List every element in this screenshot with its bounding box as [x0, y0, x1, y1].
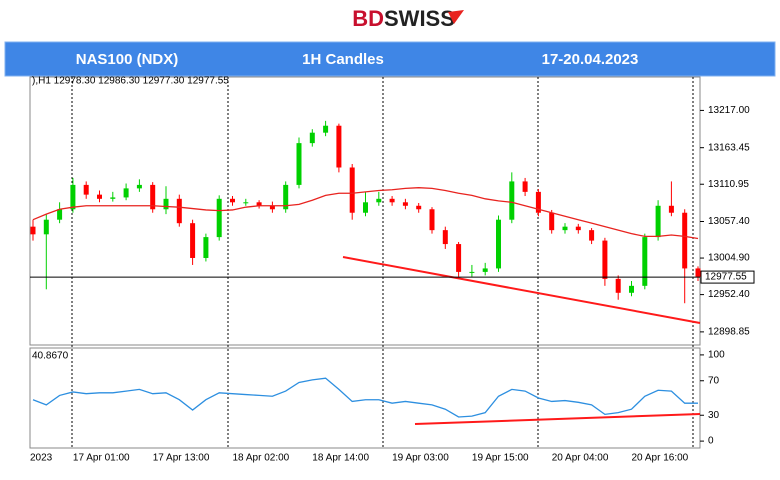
candle-body [389, 198, 395, 203]
candle-body [123, 188, 129, 198]
candle-body [655, 205, 661, 238]
candle-body [575, 226, 581, 231]
logo-bd: BD [352, 6, 384, 31]
candle-body [283, 184, 289, 210]
candle-body [535, 191, 541, 213]
header-timeframe: 1H Candles [302, 51, 384, 68]
header-symbol: NAS100 (NDX) [76, 51, 179, 68]
y-tick-label: 12898.85 [708, 327, 750, 338]
candle-body [30, 226, 36, 235]
x-tick-label: 17 Apr 13:00 [153, 453, 210, 464]
ohlc-label: ),H1 12978.30 12986.30 12977.30 12977.55 [32, 76, 229, 87]
moving-average [32, 187, 699, 240]
candle-body [136, 184, 142, 189]
y-tick-label: 0 [708, 436, 714, 447]
x-tick-label: 18 Apr 14:00 [312, 453, 369, 464]
candle-body [243, 202, 249, 204]
y-tick-label: 70 [708, 375, 720, 386]
y-tick-label: 13163.45 [708, 142, 750, 153]
candle-body [629, 285, 634, 293]
candle-body [562, 226, 568, 231]
x-tick-label: 18 Apr 02:00 [233, 453, 290, 464]
x-tick-label: 2023 [30, 453, 53, 464]
candle-body [190, 223, 196, 258]
candle-body [323, 125, 329, 133]
y-tick-label: 13004.90 [708, 253, 750, 264]
candle-body [522, 181, 528, 192]
candle-body [296, 143, 302, 185]
x-tick-label: 17 Apr 01:00 [73, 453, 130, 464]
candle-body [376, 198, 382, 203]
candle-body [549, 212, 555, 231]
rsi-panel [29, 347, 701, 449]
rsi-label: 40.8670 [32, 351, 69, 362]
candle-body [509, 181, 515, 220]
y-tick-label: 13110.95 [708, 179, 749, 190]
candle-body [416, 205, 422, 210]
rsi-line [32, 377, 698, 418]
candle-body [57, 209, 63, 220]
price-panel [29, 76, 701, 346]
candle-body [336, 125, 342, 168]
candle-body [469, 271, 475, 273]
candle-body [402, 202, 408, 206]
candle-body [83, 184, 89, 195]
candle-body [589, 230, 595, 241]
candle-body [309, 132, 315, 144]
candle-body [230, 198, 235, 203]
candle-body [70, 184, 76, 210]
logo-swiss: SWISS [384, 6, 455, 31]
candle-body [363, 202, 368, 213]
trend-line [342, 256, 701, 324]
candle-body [150, 184, 156, 210]
candle-body [642, 237, 648, 286]
candle-body [442, 230, 448, 245]
candle-body [163, 198, 169, 210]
candle-body [429, 209, 435, 231]
candle-body [97, 194, 102, 199]
logo-arrow [448, 10, 464, 24]
candle-body [602, 240, 608, 279]
last-price-label: 12977.55 [705, 272, 747, 283]
x-tick-label: 19 Apr 03:00 [392, 453, 449, 464]
candle-body [256, 202, 262, 206]
candle-body [176, 198, 182, 224]
candle-body [482, 268, 488, 272]
y-tick-label: 13217.00 [708, 105, 750, 116]
candle-body [496, 219, 501, 269]
candle-body [695, 268, 701, 277]
x-tick-label: 19 Apr 15:00 [472, 453, 529, 464]
candle-body [615, 278, 621, 293]
y-tick-label: 12952.40 [708, 289, 750, 300]
candle-body [682, 212, 688, 269]
candle-body [43, 219, 49, 235]
candle-body [668, 205, 674, 213]
candle-body [269, 205, 275, 210]
candle-body [110, 197, 116, 199]
x-tick-label: 20 Apr 16:00 [632, 453, 689, 464]
x-tick-label: 20 Apr 04:00 [552, 453, 609, 464]
header-border [4, 41, 776, 77]
header-bar [5, 42, 775, 76]
candle-body [216, 198, 222, 238]
day-separators [71, 77, 694, 448]
last-price-box [700, 270, 755, 284]
y-tick-label: 100 [708, 350, 725, 361]
candle-body [456, 244, 462, 272]
candle-body [349, 167, 355, 213]
y-tick-label: 30 [708, 410, 720, 421]
y-tick-label: 13057.40 [708, 216, 750, 227]
header-dates: 17-20.04.2023 [542, 51, 639, 68]
candle-body [203, 237, 209, 258]
rsi-trend-line [414, 413, 701, 425]
